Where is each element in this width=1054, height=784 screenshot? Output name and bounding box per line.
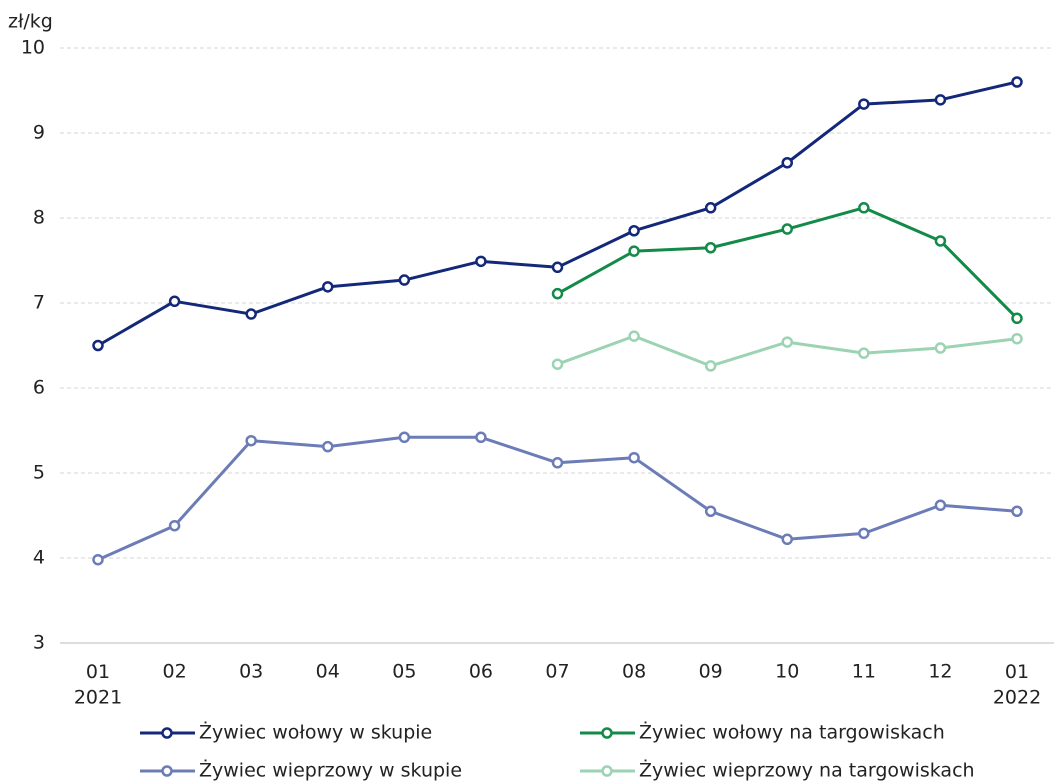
data-point	[475, 431, 487, 444]
data-point	[322, 281, 334, 293]
x-tick-label: 06	[469, 661, 493, 683]
x-tick-label: 03	[239, 661, 263, 683]
data-point	[628, 225, 640, 237]
data-point	[858, 98, 870, 110]
y-tick-label: 8	[33, 207, 45, 229]
data-point	[551, 287, 564, 300]
data-point	[934, 342, 947, 354]
x-tick-label: 09	[699, 661, 723, 683]
y-tick-label: 7	[33, 292, 45, 314]
y-axis-label: zł/kg	[8, 11, 53, 33]
data-point	[781, 223, 793, 235]
y-tick-label: 5	[33, 462, 45, 484]
data-point	[628, 451, 640, 464]
data-point	[1011, 505, 1023, 517]
data-point	[704, 242, 717, 254]
series-line	[97, 435, 1018, 562]
y-tick-label: 6	[33, 377, 45, 399]
legend-marker	[161, 727, 173, 739]
data-point	[322, 440, 334, 453]
data-point	[858, 202, 870, 214]
x-tick-label: 05	[392, 661, 416, 683]
data-point	[934, 235, 947, 247]
legend-label: Żywiec wieprzowy w skupie	[199, 759, 462, 782]
data-point	[781, 336, 793, 348]
data-point	[551, 261, 564, 274]
data-point	[551, 358, 564, 370]
data-point	[92, 339, 104, 352]
data-point	[934, 94, 947, 106]
data-point	[92, 553, 104, 566]
y-tick-label: 10	[21, 37, 45, 59]
legend-marker	[601, 727, 613, 739]
x-tick-label: 10	[775, 661, 799, 683]
x-tick-label: 08	[622, 661, 646, 683]
data-point	[398, 431, 411, 444]
legend-marker	[161, 765, 173, 777]
data-point	[245, 308, 257, 320]
data-point	[245, 434, 257, 447]
data-point	[168, 295, 181, 308]
data-point	[781, 533, 793, 546]
data-point	[168, 519, 181, 532]
legend-label: Żywiec wołowy na targowiskach	[639, 721, 945, 744]
legend-label: Żywiec wołowy w skupie	[199, 721, 432, 744]
y-tick-label: 4	[33, 547, 45, 569]
x-tick-label: 02	[162, 661, 186, 683]
data-point	[704, 202, 717, 214]
data-point	[858, 527, 870, 540]
data-point	[704, 505, 717, 517]
x-tick-label: 01 2022	[993, 661, 1041, 709]
legend-marker	[601, 765, 613, 777]
data-point	[475, 255, 487, 268]
data-point	[628, 330, 640, 342]
data-point	[781, 157, 793, 169]
data-point	[858, 347, 870, 359]
data-point	[1011, 332, 1023, 345]
x-tick-label: 12	[928, 661, 952, 683]
data-point	[1011, 312, 1023, 325]
legend-label: Żywiec wieprzowy na targowiskach	[639, 759, 975, 782]
x-tick-label: 11	[852, 661, 876, 683]
data-point	[628, 245, 640, 257]
data-point	[551, 457, 564, 469]
x-tick-label: 01 2021	[74, 661, 122, 709]
data-point	[1011, 76, 1023, 88]
y-tick-label: 3	[33, 632, 45, 654]
data-point	[704, 360, 717, 372]
data-point	[398, 274, 411, 286]
x-tick-label: 04	[316, 661, 340, 683]
x-tick-label: 07	[545, 661, 569, 683]
data-point	[934, 499, 947, 512]
y-tick-label: 9	[33, 122, 45, 144]
